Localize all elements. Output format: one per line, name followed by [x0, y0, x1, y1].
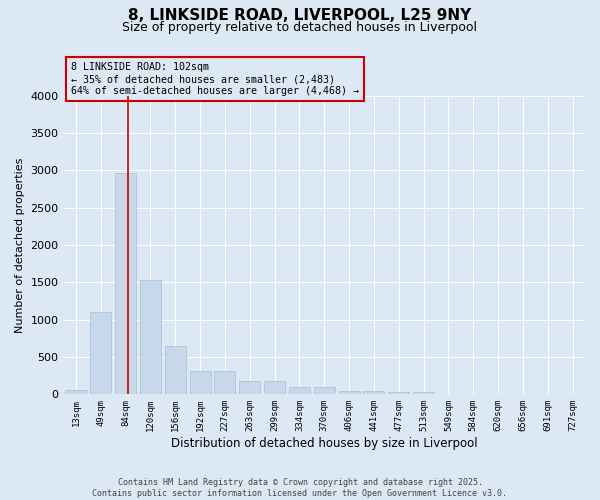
Bar — [90, 312, 112, 394]
Bar — [338, 390, 359, 394]
Bar — [214, 371, 235, 394]
Bar — [289, 387, 310, 394]
Bar — [364, 390, 385, 394]
Bar — [165, 346, 186, 395]
Bar — [413, 392, 434, 394]
Text: Contains HM Land Registry data © Crown copyright and database right 2025.
Contai: Contains HM Land Registry data © Crown c… — [92, 478, 508, 498]
Bar — [264, 380, 285, 394]
Bar — [140, 280, 161, 394]
Text: 8, LINKSIDE ROAD, LIVERPOOL, L25 9NY: 8, LINKSIDE ROAD, LIVERPOOL, L25 9NY — [128, 8, 472, 22]
Text: 8 LINKSIDE ROAD: 102sqm
← 35% of detached houses are smaller (2,483)
64% of semi: 8 LINKSIDE ROAD: 102sqm ← 35% of detache… — [71, 62, 359, 96]
Bar — [115, 174, 136, 394]
Bar — [388, 392, 409, 394]
Bar — [239, 380, 260, 394]
X-axis label: Distribution of detached houses by size in Liverpool: Distribution of detached houses by size … — [171, 437, 478, 450]
Y-axis label: Number of detached properties: Number of detached properties — [15, 158, 25, 332]
Text: Size of property relative to detached houses in Liverpool: Size of property relative to detached ho… — [122, 21, 478, 34]
Bar — [65, 390, 86, 394]
Bar — [190, 371, 211, 394]
Bar — [314, 387, 335, 394]
